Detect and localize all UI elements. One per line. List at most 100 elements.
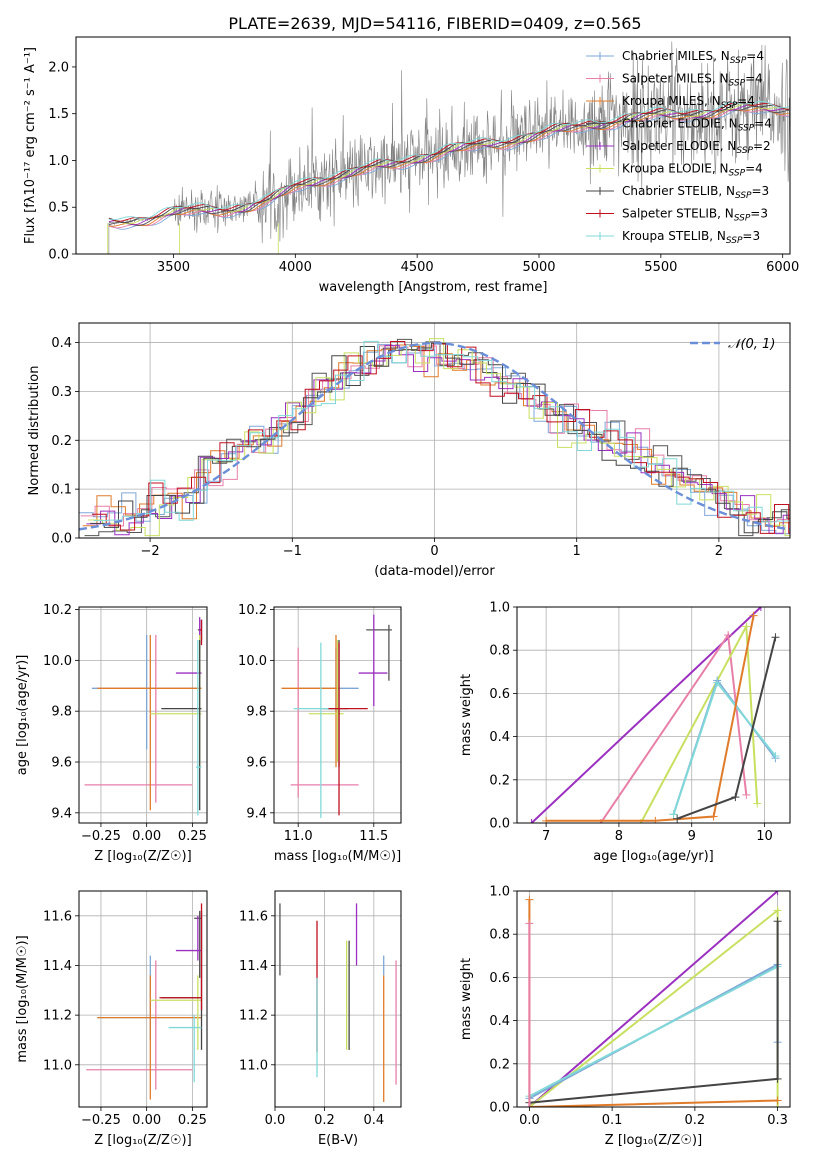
x-tick-label: 0.3 bbox=[767, 1113, 788, 1128]
y-tick-label: 0.0 bbox=[48, 248, 69, 263]
y-axis-label: Normed distribution bbox=[27, 366, 42, 496]
y-tick-label: 0.1 bbox=[51, 483, 72, 498]
y-tick-label: 10.0 bbox=[238, 654, 267, 669]
x-tick-label: 4500 bbox=[401, 260, 434, 275]
x-tick-label: 11.5 bbox=[359, 829, 388, 844]
x-tick-label: 0.0 bbox=[265, 1113, 286, 1128]
plot-area-spectrum bbox=[107, 41, 790, 254]
legend-entry-label: Salpeter ELODIE, NSSP=2 bbox=[622, 139, 771, 156]
y-tick-label: 9.6 bbox=[51, 756, 72, 771]
normal-curve bbox=[79, 341, 790, 531]
axes-frame bbox=[516, 890, 791, 1108]
axes-mass_weight_vs_Z: 0.0 0.1 0.2 0.3 0.0 0.2 0.4 0.6 0.8 1.0 Z [log₁₀(Z… bbox=[459, 885, 791, 1148]
axes-frame bbox=[78, 890, 208, 1108]
y-tick-label: 9.8 bbox=[51, 705, 72, 720]
legend-entry-label: Kroupa ELODIE, NSSP=4 bbox=[622, 162, 763, 179]
y-tick-label: 11.6 bbox=[43, 909, 72, 924]
y-tick-label: 9.6 bbox=[246, 756, 267, 771]
axes-frame bbox=[274, 890, 402, 1108]
x-tick-label: 8 bbox=[615, 829, 623, 844]
y-tick-label: 9.8 bbox=[246, 705, 267, 720]
y-tick-label: 0.2 bbox=[51, 434, 72, 449]
x-tick-label: 5500 bbox=[644, 260, 677, 275]
axes-mass_vs_ebv: 0.0 0.2 0.4 11.0 11.2 11.4 11.6 E(B-V) bbox=[239, 890, 402, 1148]
x-tick-label: 3500 bbox=[157, 260, 190, 275]
legend-normal-label: 𝒩(0, 1) bbox=[728, 337, 775, 352]
spectrum-model-kroupa-stelib bbox=[108, 100, 789, 221]
x-tick-label: 0.00 bbox=[132, 1113, 161, 1128]
x-tick-label: 0.4 bbox=[363, 1113, 384, 1128]
y-tick-label: 1.0 bbox=[489, 885, 510, 900]
y-tick-label: 9.4 bbox=[246, 806, 267, 821]
y-tick-label: 0.4 bbox=[489, 730, 510, 745]
y-axis-label: mass weight bbox=[459, 674, 474, 756]
y-tick-label: 0.2 bbox=[489, 773, 510, 788]
legend-entry-label: Kroupa STELIB, NSSP=3 bbox=[622, 229, 760, 246]
x-tick-label: 0.25 bbox=[178, 1113, 207, 1128]
weight-line-kroupa-miles bbox=[546, 615, 755, 822]
y-tick-label: 0.6 bbox=[489, 687, 510, 702]
axes-frame bbox=[273, 606, 402, 824]
histogram-salpeter-miles bbox=[80, 345, 790, 527]
weight-line-salpeter-elodie bbox=[528, 891, 779, 1107]
x-tick-label: 0.2 bbox=[685, 1113, 706, 1128]
y-tick-label: 2.0 bbox=[48, 60, 69, 75]
x-tick-label: 1 bbox=[573, 544, 581, 559]
x-axis-label: wavelength [Angstrom, rest frame] bbox=[319, 280, 548, 295]
x-tick-label: 4000 bbox=[279, 260, 312, 275]
histogram-chabrier-stelib bbox=[90, 342, 790, 534]
y-tick-label: 0.4 bbox=[489, 1014, 510, 1029]
y-tick-label: 10.2 bbox=[43, 603, 72, 618]
axes-age_vs_mass: 11.0 11.5 9.4 9.6 9.8 10.0 10.2 mass [log₁₀(M/M… bbox=[238, 603, 402, 864]
plot-area-mass_weight_vs_age bbox=[527, 607, 780, 823]
histogram-kroupa-elodie bbox=[88, 338, 790, 537]
histogram-chabrier-elodie bbox=[84, 338, 790, 537]
x-axis-label: (data-model)/error bbox=[374, 564, 495, 579]
y-tick-label: 0.8 bbox=[489, 644, 510, 659]
x-axis-label: Z [log₁₀(Z/Z☉)] bbox=[94, 1133, 191, 1148]
x-tick-label: 6000 bbox=[766, 260, 799, 275]
histogram-salpeter-stelib bbox=[91, 341, 790, 534]
axes-age_vs_Z: −0.25 0.00 0.25 9.4 9.6 9.8 10.0 10.2 Z [log₁₀(Z… bbox=[15, 603, 208, 864]
weight-line-salpeter-miles bbox=[599, 632, 748, 823]
x-tick-label: 0.1 bbox=[602, 1113, 623, 1128]
y-axis-label: mass [log₁₀(M/M☉)] bbox=[15, 935, 30, 1062]
y-tick-label: 1.0 bbox=[489, 601, 510, 616]
axes-mass_vs_Z: −0.25 0.00 0.25 11.0 11.2 11.4 11.6 Z [log₁₀(Z/… bbox=[15, 890, 208, 1148]
plot-area-mass_vs_ebv bbox=[279, 903, 397, 1103]
x-axis-label: Z [log₁₀(Z/Z☉)] bbox=[605, 1133, 702, 1148]
x-tick-label: 5000 bbox=[522, 260, 555, 275]
x-tick-label: 0 bbox=[430, 544, 438, 559]
axes-spectrum: 3500 4000 4500 5000 5500 6000 0.0 0.5 1.0 1.5 2.0 w… bbox=[23, 36, 799, 295]
y-tick-label: 11.0 bbox=[239, 1058, 268, 1073]
y-tick-label: 11.4 bbox=[43, 959, 72, 974]
axes-frame bbox=[516, 606, 791, 824]
histogram-kroupa-miles bbox=[82, 344, 790, 527]
y-tick-label: 0.0 bbox=[489, 817, 510, 832]
x-tick-label: −2 bbox=[141, 544, 160, 559]
y-tick-label: 0.4 bbox=[51, 336, 72, 351]
x-tick-label: −0.25 bbox=[81, 829, 121, 844]
x-tick-label: −1 bbox=[283, 544, 302, 559]
y-tick-label: 10.2 bbox=[238, 603, 267, 618]
x-tick-label: 9 bbox=[688, 829, 696, 844]
y-tick-label: 9.4 bbox=[51, 806, 72, 821]
legend-entry-label: Chabrier STELIB, NSSP=3 bbox=[622, 184, 769, 201]
y-tick-label: 0.0 bbox=[51, 532, 72, 547]
y-tick-label: 1.5 bbox=[48, 107, 69, 122]
y-axis-label: Flux [fλ10⁻¹⁷ erg cm⁻² s⁻¹ A⁻¹] bbox=[23, 47, 38, 244]
y-tick-label: 0.2 bbox=[489, 1057, 510, 1072]
y-tick-label: 1.0 bbox=[48, 154, 69, 169]
plot-area-age_vs_Z bbox=[84, 617, 203, 816]
x-tick-label: 0.00 bbox=[132, 829, 161, 844]
weight-line-kroupa-elodie bbox=[639, 622, 759, 823]
x-axis-label: Z [log₁₀(Z/Z☉)] bbox=[94, 849, 191, 864]
spectrum-legend: Chabrier MILES, NSSP=4 Salpeter MILES, NS… bbox=[586, 49, 772, 246]
axes-mass_weight_vs_age: 7 8 9 10 0.0 0.2 0.4 0.6 0.8 1.0 age [log₁₀(age/yr… bbox=[459, 601, 791, 864]
x-tick-label: 7 bbox=[542, 829, 550, 844]
y-tick-label: 0.5 bbox=[48, 201, 69, 216]
x-axis-label: mass [log₁₀(M/M☉)] bbox=[274, 849, 401, 864]
y-tick-label: 11.2 bbox=[43, 1009, 72, 1024]
plot-area-age_vs_mass bbox=[281, 614, 392, 818]
